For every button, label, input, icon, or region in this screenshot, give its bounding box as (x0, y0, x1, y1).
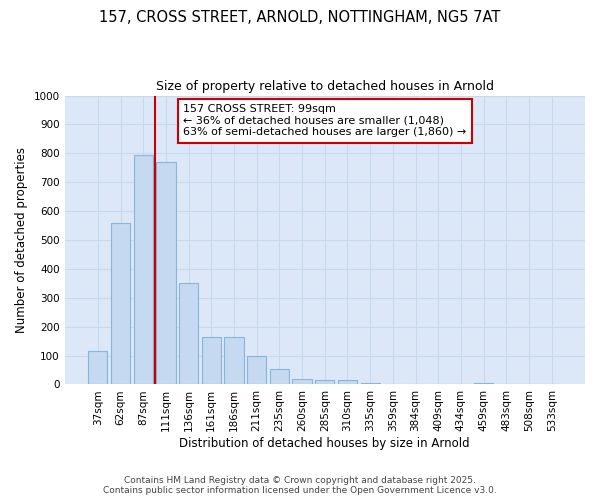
Bar (88, 351, 107, 384)
Bar (338, 380, 357, 384)
Bar (179, 284, 198, 384)
Bar (247, 356, 266, 384)
Text: 157, CROSS STREET, ARNOLD, NOTTINGHAM, NG5 7AT: 157, CROSS STREET, ARNOLD, NOTTINGHAM, N… (100, 10, 500, 25)
Bar (361, 383, 380, 384)
X-axis label: Distribution of detached houses by size in Arnold: Distribution of detached houses by size … (179, 437, 470, 450)
Bar (315, 380, 334, 384)
Y-axis label: Number of detached properties: Number of detached properties (15, 147, 28, 333)
Bar (270, 370, 289, 384)
Bar (156, 162, 176, 384)
Text: 157 CROSS STREET: 99sqm
← 36% of detached houses are smaller (1,048)
63% of semi: 157 CROSS STREET: 99sqm ← 36% of detache… (183, 104, 466, 138)
Bar (474, 383, 493, 384)
Bar (111, 222, 130, 384)
Title: Size of property relative to detached houses in Arnold: Size of property relative to detached ho… (156, 80, 494, 93)
Bar (224, 337, 244, 384)
Text: Contains HM Land Registry data © Crown copyright and database right 2025.
Contai: Contains HM Land Registry data © Crown c… (103, 476, 497, 495)
Bar (134, 155, 153, 384)
Bar (202, 337, 221, 384)
Bar (292, 378, 312, 384)
